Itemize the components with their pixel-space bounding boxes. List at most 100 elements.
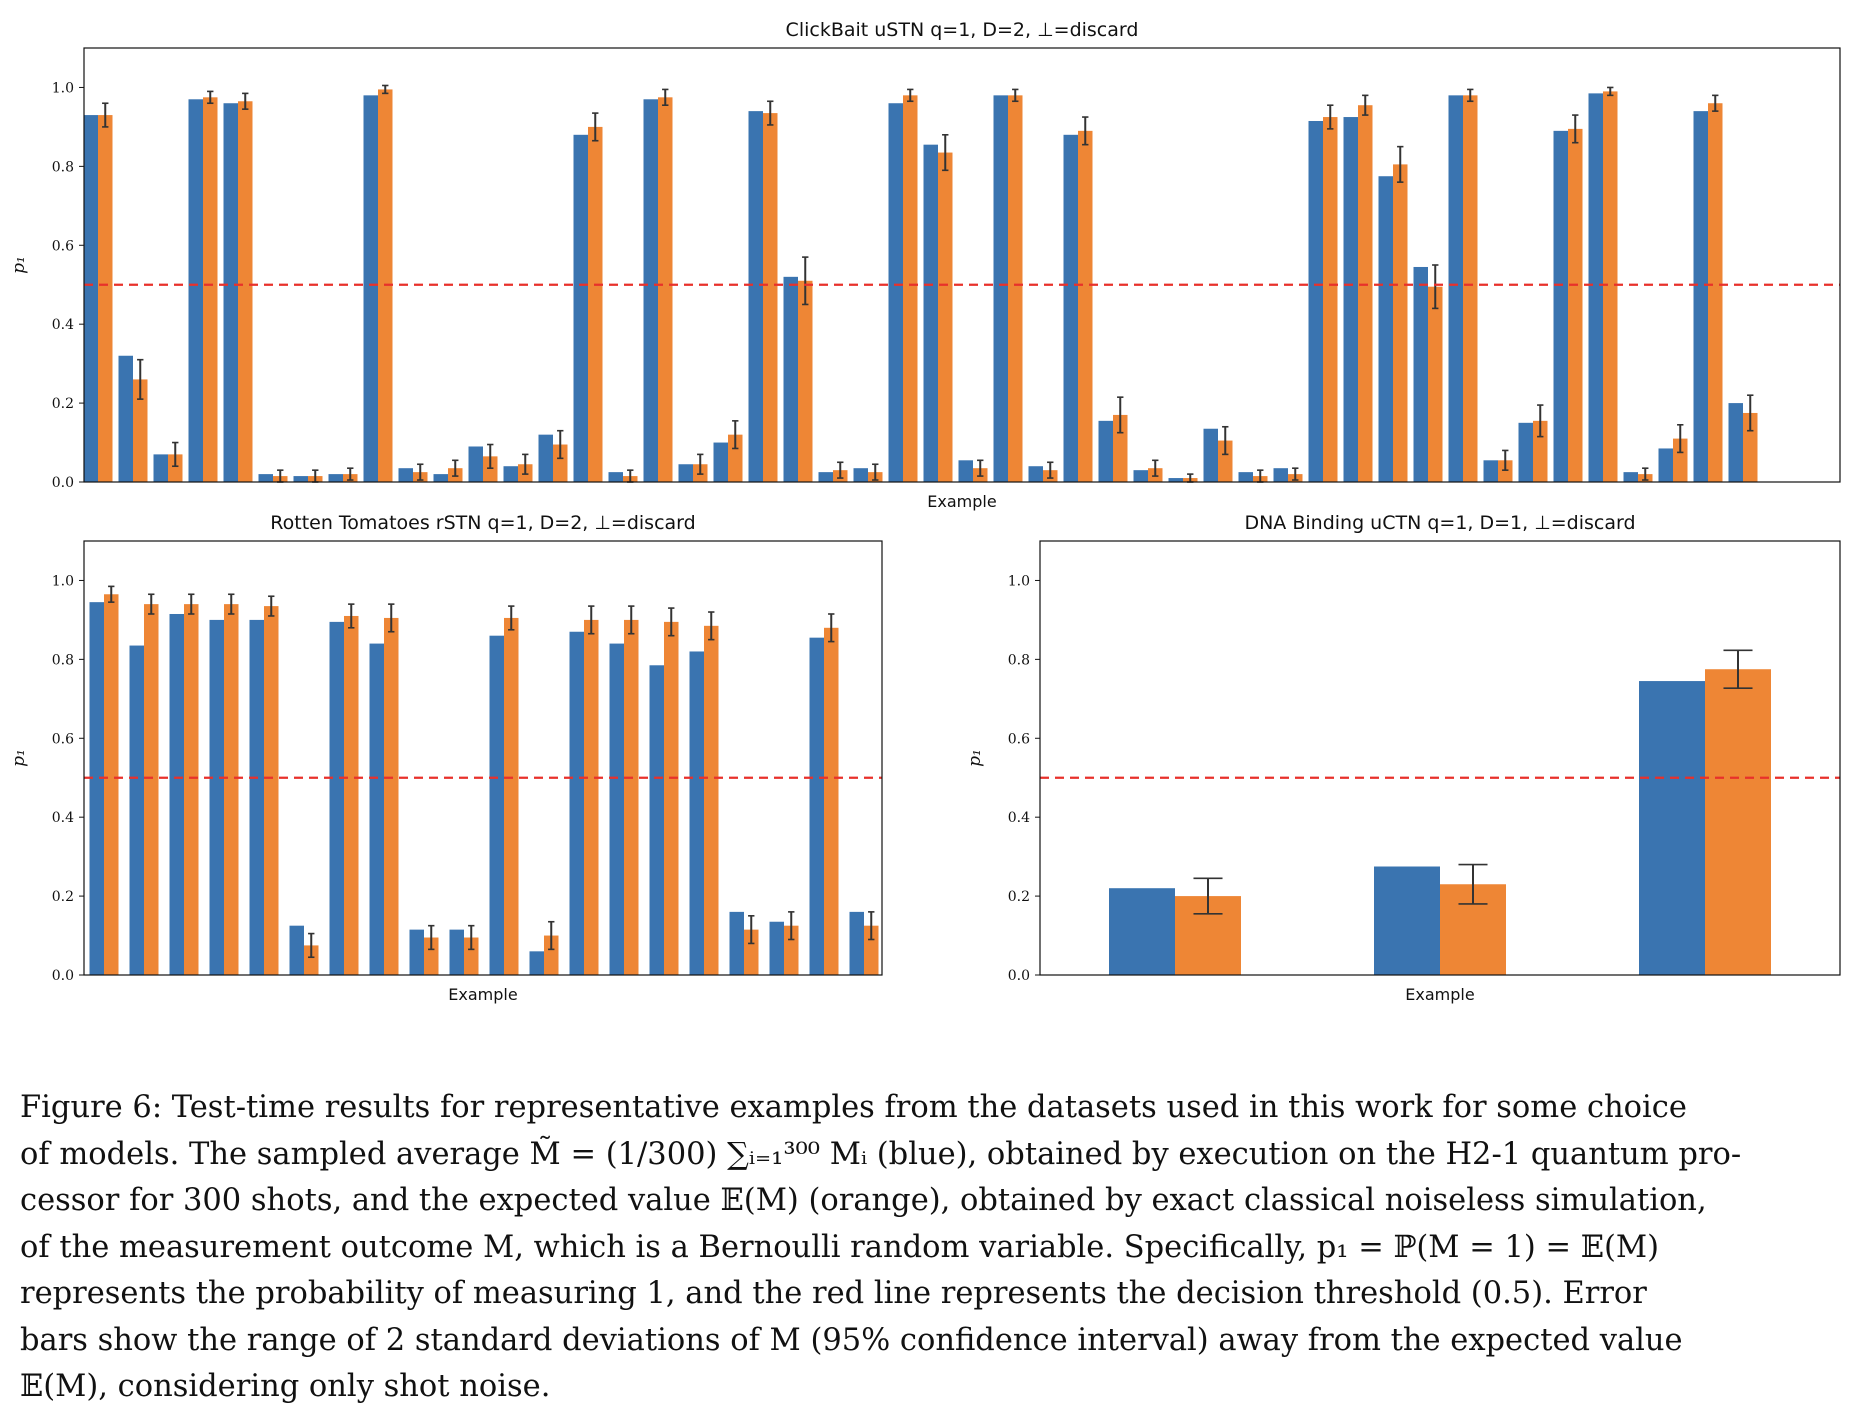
bar-measured: [468, 446, 483, 482]
bar-measured: [153, 454, 168, 482]
y-axis-label: p₁: [9, 749, 29, 767]
bar-measured: [449, 929, 464, 975]
caption-line: of the measurement outcome M, which is a…: [20, 1229, 1659, 1265]
y-tick-label: 1.0: [52, 80, 74, 96]
chart-title: ClickBait uSTN q=1, D=2, ⊥=discard: [786, 19, 1139, 41]
bar-measured: [433, 474, 448, 482]
bar-measured: [223, 103, 238, 483]
bar-measured: [569, 631, 584, 975]
caption-line: of models. The sampled average M̃ = (1/3…: [20, 1136, 1742, 1172]
bar-measured: [293, 476, 308, 482]
bar-expected: [544, 935, 559, 975]
plot-frame: [83, 540, 883, 976]
bar-measured: [249, 619, 264, 975]
bar-expected: [1008, 95, 1023, 482]
bar-expected: [938, 152, 953, 482]
x-axis-label: Example: [927, 492, 996, 511]
chart-panel-1: ClickBait uSTN q=1, D=2, ⊥=discard 0.0 0.2…: [9, 19, 1841, 511]
bar-measured: [398, 468, 413, 482]
bar-measured: [649, 665, 664, 975]
bar-expected: [104, 594, 119, 975]
bar-measured: [1378, 176, 1393, 482]
y-tick-label: 1.0: [52, 573, 74, 589]
bar-measured: [363, 95, 378, 482]
bar-measured: [783, 276, 798, 482]
bar-expected: [1743, 412, 1758, 482]
bar-measured: [169, 613, 184, 975]
y-tick-label: 0.0: [52, 475, 74, 491]
bar-measured: [748, 111, 763, 483]
bar-measured: [1168, 478, 1183, 482]
bar-measured: [1109, 888, 1175, 975]
bar-expected: [264, 606, 279, 975]
bar-expected: [728, 434, 743, 482]
y-tick-label: 0.6: [52, 238, 74, 254]
caption-line: bars show the range of 2 standard deviat…: [20, 1322, 1683, 1358]
bar-expected: [1078, 130, 1093, 482]
y-tick-label: 0.6: [1008, 731, 1030, 747]
bar-expected: [483, 456, 498, 482]
x-axis-label: Example: [1405, 985, 1474, 1004]
y-tick-label: 0.4: [52, 317, 74, 333]
bar-expected: [798, 280, 813, 482]
bar-expected: [384, 617, 399, 975]
bar-measured: [1028, 466, 1043, 482]
bar-expected: [553, 444, 568, 482]
bar-measured: [209, 619, 224, 975]
bar-measured: [409, 929, 424, 975]
bar-expected: [1463, 95, 1478, 482]
chart-panel-3: DNA Binding uCTN q=1, D=1, ⊥=discard 0.0 0…: [965, 512, 1841, 1004]
bar-expected: [624, 619, 639, 975]
bar-measured: [1693, 111, 1708, 483]
bar-measured: [958, 460, 973, 482]
bar-measured: [369, 643, 384, 975]
bar-expected: [864, 925, 879, 975]
caption-line: Figure 6: Test-time results for represen…: [20, 1090, 1687, 1125]
bar-measured: [289, 925, 304, 975]
bar-measured: [1483, 460, 1498, 482]
bar-expected: [588, 126, 603, 482]
bar-measured: [89, 602, 104, 975]
bar-measured: [609, 643, 624, 975]
bar-measured: [489, 635, 504, 975]
bar-expected: [304, 945, 319, 975]
bar-expected: [344, 615, 359, 975]
bar-expected: [658, 97, 673, 483]
bar-measured: [328, 474, 343, 482]
bar-measured: [608, 472, 623, 482]
bar-expected: [1533, 420, 1548, 482]
bar-measured: [129, 645, 144, 975]
bar-expected: [1358, 105, 1373, 482]
bar-expected: [1705, 669, 1771, 975]
bar-expected: [1113, 414, 1128, 482]
bar-measured: [729, 911, 744, 975]
bar-expected: [744, 929, 759, 975]
bar-measured: [713, 442, 728, 482]
bar-expected: [224, 604, 239, 975]
x-axis-label: Example: [448, 985, 517, 1004]
bar-measured: [538, 434, 553, 482]
bar-expected: [824, 627, 839, 975]
bar-measured: [503, 466, 518, 482]
bar-measured: [1588, 93, 1603, 482]
y-tick-label: 0.8: [52, 652, 74, 668]
bar-measured: [993, 95, 1008, 482]
plot-frame: [1039, 540, 1841, 976]
bar-measured: [1448, 95, 1463, 482]
bar-measured: [818, 472, 833, 482]
bar-expected: [903, 95, 918, 482]
caption-line: 𝔼(M), considering only shot noise.: [20, 1369, 551, 1404]
bar-measured: [923, 144, 938, 482]
bar-measured: [849, 911, 864, 975]
bar-measured: [678, 464, 693, 482]
bar-measured: [809, 637, 824, 975]
chart-title: DNA Binding uCTN q=1, D=1, ⊥=discard: [1244, 512, 1635, 534]
y-axis-label: p₁: [9, 256, 29, 274]
bar-expected: [784, 925, 799, 975]
bar-expected: [464, 937, 479, 975]
bar-measured: [329, 621, 344, 975]
bar-expected: [763, 113, 778, 482]
bar-expected: [1568, 128, 1583, 482]
bar-expected: [133, 379, 148, 482]
y-tick-label: 0.4: [1008, 810, 1030, 826]
